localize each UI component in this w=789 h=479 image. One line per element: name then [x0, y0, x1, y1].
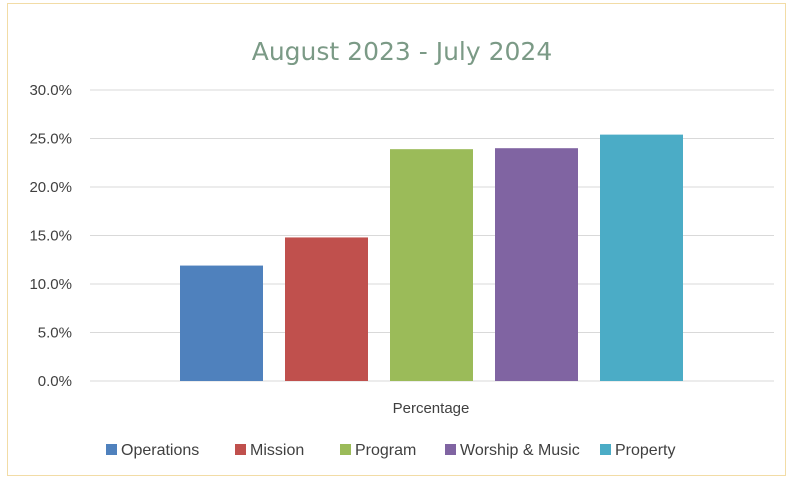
- y-tick-label: 20.0%: [29, 179, 72, 196]
- x-category-label: Percentage: [393, 400, 470, 417]
- y-tick-label: 5.0%: [38, 325, 72, 342]
- legend-item: Operations: [106, 442, 199, 459]
- y-axis-ticks: 0.0% 5.0% 10.0% 15.0% 20.0% 25.0% 30.0%: [29, 82, 72, 390]
- legend: Operations Mission Program Worship & Music P…: [106, 442, 675, 459]
- legend-item: Worship & Music: [445, 442, 580, 459]
- legend-swatch: [340, 444, 351, 455]
- bar-operations: [180, 265, 263, 381]
- legend-swatch: [235, 444, 246, 455]
- y-tick-label: 30.0%: [29, 82, 72, 99]
- bar-mission: [285, 237, 368, 381]
- y-tick-label: 0.0%: [38, 373, 72, 390]
- legend-item: Program: [340, 442, 416, 459]
- y-tick-label: 10.0%: [29, 276, 72, 293]
- y-tick-label: 15.0%: [29, 228, 72, 245]
- legend-swatch: [600, 444, 611, 455]
- legend-label: Mission: [250, 442, 304, 459]
- legend-item: Property: [600, 442, 675, 459]
- legend-item: Mission: [235, 442, 304, 459]
- bar-program: [390, 149, 473, 381]
- legend-label: Operations: [121, 442, 199, 459]
- legend-label: Property: [615, 442, 675, 459]
- legend-label: Worship & Music: [460, 442, 580, 459]
- bar-property: [600, 134, 683, 381]
- bar-worship-music: [495, 148, 578, 381]
- legend-swatch: [445, 444, 456, 455]
- y-tick-label: 25.0%: [29, 131, 72, 148]
- legend-swatch: [106, 444, 117, 455]
- legend-label: Program: [355, 442, 416, 459]
- bars: [180, 134, 683, 381]
- chart-title: August 2023 - July 2024: [252, 37, 553, 66]
